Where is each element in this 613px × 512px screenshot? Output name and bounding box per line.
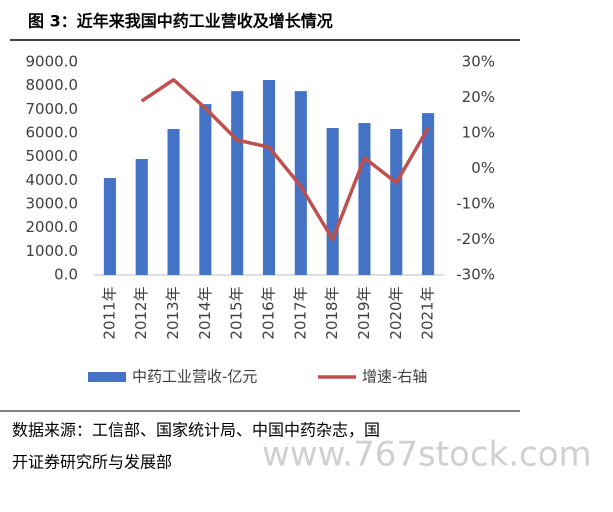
x-tick-label: 2011年: [100, 286, 118, 339]
x-tick-label: 2012年: [132, 286, 150, 339]
y-tick-label: 0.0: [54, 266, 78, 284]
y-tick-label: 6000.0: [26, 124, 79, 142]
y2-tick-label: 20%: [462, 88, 495, 106]
source: 数据来源：工信部、国家统计局、中国中药杂志，国: [12, 421, 380, 440]
y-tick-label: 9000.0: [26, 53, 79, 71]
y-tick-label: 4000.0: [26, 171, 79, 189]
x-tick-label: 2018年: [323, 286, 341, 339]
y2-tick-label: -10%: [456, 195, 495, 213]
x-tick-label: 2015年: [228, 286, 246, 339]
x-tick-label: 2014年: [196, 286, 214, 339]
y-tick-label: 2000.0: [26, 218, 79, 236]
bar: [390, 128, 403, 275]
x-tick-label: 2013年: [164, 286, 182, 339]
y-tick-label: 5000.0: [26, 147, 79, 165]
x-tick-label: 2016年: [260, 286, 278, 339]
legend-label: 中药工业营收-亿元: [132, 368, 257, 386]
x-tick-label: 2020年: [387, 286, 405, 339]
bar: [199, 104, 212, 275]
y-tick-label: 1000.0: [26, 242, 79, 260]
watermark: www.767stock.com: [262, 435, 592, 475]
y-tick-label: 8000.0: [26, 76, 79, 94]
bar: [167, 128, 180, 275]
y-tick-label: 7000.0: [26, 100, 79, 118]
y2-tick-label: 0%: [471, 159, 495, 177]
bar: [294, 91, 307, 275]
chart-title: 图 3：近年来我国中药工业营收及增长情况: [28, 12, 333, 31]
bar: [231, 91, 244, 275]
bar: [262, 79, 276, 275]
bar: [422, 113, 435, 276]
y2-tick-label: -30%: [456, 266, 495, 284]
y2-tick-label: 10%: [462, 124, 495, 142]
x-tick-label: 2021年: [419, 286, 437, 339]
x-tick-label: 2019年: [355, 286, 373, 339]
bar: [358, 123, 371, 275]
y-tick-label: 3000.0: [26, 195, 79, 213]
y2-tick-label: 30%: [462, 53, 495, 71]
x-tick-label: 2017年: [291, 286, 309, 339]
bar: [135, 159, 148, 275]
bar: [326, 128, 339, 275]
line: [140, 78, 430, 242]
legend-swatch: [88, 372, 126, 382]
y2-tick-label: -20%: [456, 230, 495, 248]
source: 开证券研究所与发展部: [12, 453, 172, 472]
bar: [103, 177, 116, 275]
legend-label: 增速-右轴: [362, 368, 427, 386]
